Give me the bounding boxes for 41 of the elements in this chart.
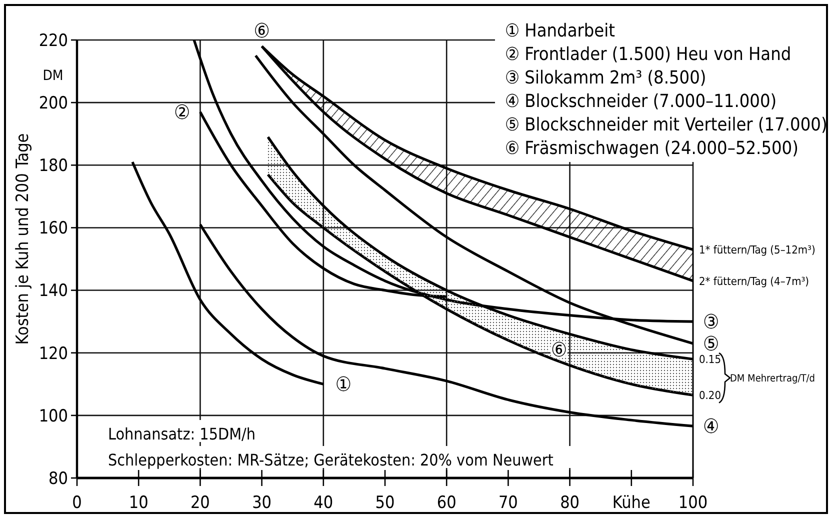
x-tick-label: 40 (314, 492, 334, 513)
x-tick-label: 10 (128, 492, 148, 513)
x-tick-label: 50 (375, 492, 395, 513)
x-tick-label: 70 (498, 492, 518, 513)
y-tick-label: 180 (38, 156, 68, 176)
annotation: ② Frontlader (1.500) Heu von Hand (505, 44, 792, 65)
annotation: ④ Blockschneider (7.000–11.000) (505, 90, 777, 112)
x-tick-label: 80 (560, 492, 580, 513)
annotation: Schlepperkosten: MR-Sätze; Gerätekosten: 20% vom Neuwert (108, 450, 554, 470)
annotation: 0.15 (699, 352, 722, 366)
x-tick-label: 30 (252, 492, 272, 513)
x-tick-label: Kühe (612, 492, 650, 513)
annotation: 1* füttern/Tag (5–12m³) (699, 243, 816, 256)
annotation: ③ Silokamm 2m³ (8.500) (505, 67, 706, 88)
x-tick-label: 100 (678, 492, 708, 513)
y-tick-label: 160 (38, 218, 68, 239)
x-tick-label: 60 (436, 492, 456, 513)
annotation: ⑤ Blockschneider mit Verteiler (17.000) (505, 114, 828, 136)
annotation: ④ (703, 414, 720, 438)
y-tick-label: 80 (48, 468, 68, 489)
annotation: ⑥ (551, 338, 568, 362)
annotation: ① Handarbeit (505, 20, 615, 42)
annotation: ② (174, 100, 190, 124)
annotation: ③ (703, 310, 720, 334)
annotation: ⑤ (703, 331, 720, 356)
text: DM (42, 68, 64, 84)
annotation: ⑥ Fräsmischwagen (24.000–52.500) (505, 138, 798, 159)
annotation: ⑥ (254, 18, 270, 42)
y-tick-label: 120 (38, 344, 68, 364)
x-tick-label: 0 (72, 492, 82, 513)
x-tick-label: 20 (190, 492, 210, 513)
y-tick-label: 220 (38, 30, 68, 51)
annotation: 2* füttern/Tag (4–7m³) (699, 274, 810, 288)
annotation: Lohnansatz: 15DM/h (108, 424, 256, 444)
y-tick-label: 100 (38, 406, 68, 426)
y-axis-title: Kosten je Kuh und 200 Tage (12, 133, 33, 345)
y-tick-label: 200 (38, 94, 68, 114)
text: DM Mehrertrag/T/d (730, 373, 815, 384)
y-tick-label: 140 (38, 281, 68, 302)
annotation: ① (335, 372, 352, 396)
annotation: 0.20 (699, 388, 722, 402)
